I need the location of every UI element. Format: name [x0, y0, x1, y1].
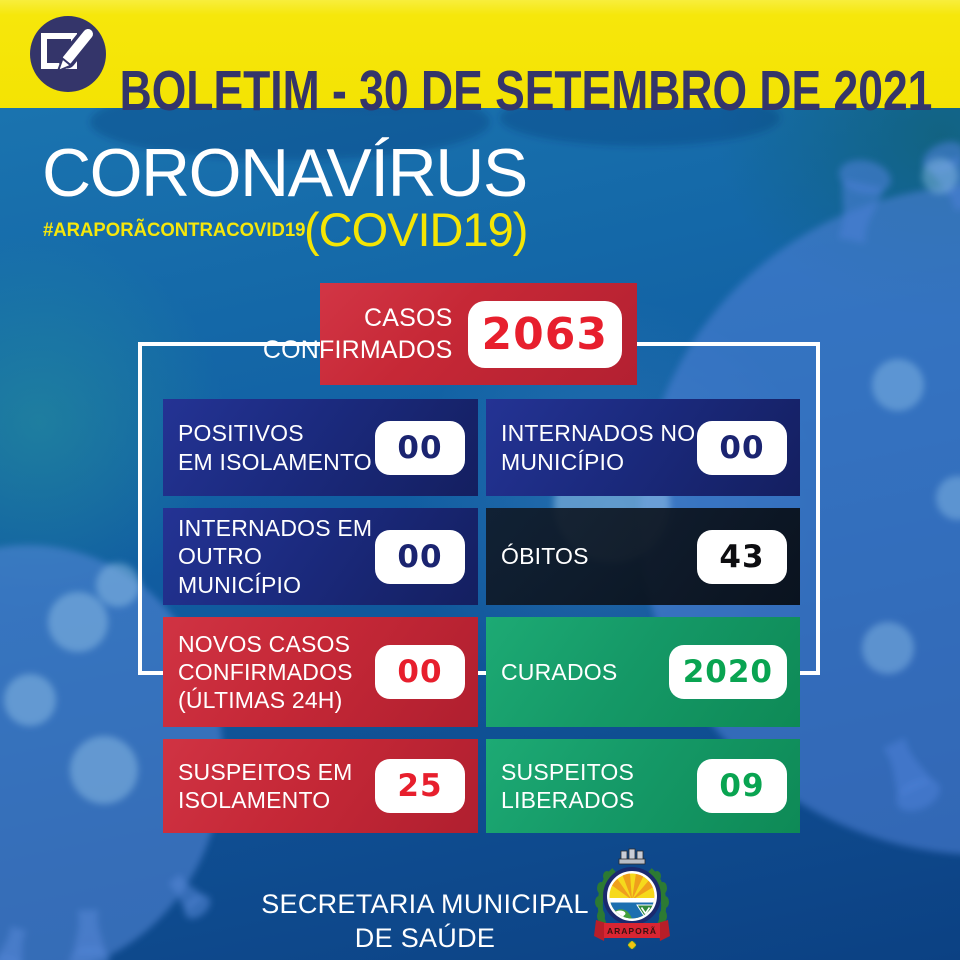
stat-card-obitos: ÓBITOS 43	[486, 508, 800, 605]
stats-grid: POSITIVOS EM ISOLAMENTO 00 INTERNADOS NO…	[163, 399, 800, 833]
stat-value: 00	[375, 420, 465, 475]
stat-label: SUSPEITOS LIBERADOS	[501, 758, 635, 813]
stat-card-suspeitos-liberados: SUSPEITOS LIBERADOS 09	[486, 739, 800, 833]
mural-crown	[618, 848, 646, 865]
virus-left-knobs	[4, 563, 140, 804]
stat-label: SUSPEITOS EM ISOLAMENTO	[178, 758, 353, 813]
ribbon: ARAPORÃ	[594, 920, 670, 941]
emblem-field	[609, 873, 655, 919]
stat-label: INTERNADOS EM OUTRO MUNICÍPIO	[178, 515, 373, 598]
stat-card-suspeitos-isolamento: SUSPEITOS EM ISOLAMENTO 25	[163, 739, 478, 833]
stat-value: 00	[375, 645, 465, 699]
stat-label: ÓBITOS	[501, 543, 589, 570]
confirmed-cases-value: 2063	[467, 300, 622, 368]
stat-card-internados-outro-municipio: INTERNADOS EM OUTRO MUNICÍPIO 00	[163, 508, 478, 605]
footer-department-name: SECRETARIA MUNICIPAL DE SAÚDE	[261, 889, 589, 953]
stat-card-positivos-isolamento: POSITIVOS EM ISOLAMENTO 00	[163, 399, 478, 496]
ribbon-text: ARAPORÃ	[607, 926, 657, 936]
stat-label: NOVOS CASOS CONFIRMADOS (ÚLTIMAS 24H)	[178, 630, 353, 714]
campaign-hashtag: #ARAPORÃCONTRACOVID19	[43, 219, 306, 241]
confirmed-cases-label: CASOS CONFIRMADOS	[262, 304, 453, 364]
page-subtitle: (COVID19)	[304, 203, 528, 256]
stat-value: 25	[375, 759, 465, 813]
stat-label: INTERNADOS NO MUNICÍPIO	[501, 420, 696, 475]
stat-value: 43	[697, 529, 787, 584]
stat-card-novos-casos: NOVOS CASOS CONFIRMADOS (ÚLTIMAS 24H) 00	[163, 617, 478, 727]
stat-value: 2020	[668, 645, 787, 699]
stat-value: 09	[697, 759, 787, 813]
stat-label: POSITIVOS EM ISOLAMENTO	[178, 420, 372, 475]
page-title: CORONAVÍRUS	[42, 135, 528, 211]
stat-card-curados: CURADOS 2020	[486, 617, 800, 727]
confirmed-cases-box: CASOS CONFIRMADOS 2063	[263, 283, 637, 385]
stat-label: CURADOS	[501, 658, 618, 685]
stat-value: 00	[697, 420, 787, 475]
arapora-coat-of-arms: ARAPORÃ	[594, 848, 670, 950]
top-banner: BOLETIM - 30 DE SETEMBRO DE 2021	[0, 0, 960, 123]
stat-card-internados-municipio: INTERNADOS NO MUNICÍPIO 00	[486, 399, 800, 496]
stat-value: 00	[375, 529, 465, 584]
edit-pencil-icon	[30, 16, 106, 92]
bulletin-title: BOLETIM - 30 DE SETEMBRO DE 2021	[119, 59, 933, 124]
